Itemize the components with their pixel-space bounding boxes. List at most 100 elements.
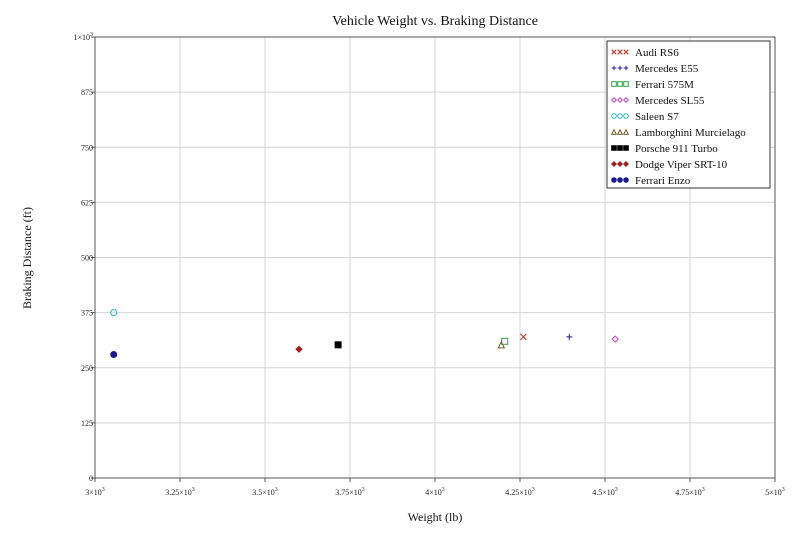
tick-exponent: 3 — [90, 32, 93, 38]
legend-label: Dodge Viper SRT-10 — [635, 159, 728, 171]
x-tick-label: 4×103 — [425, 487, 445, 497]
marker-shape — [611, 145, 617, 151]
data-point — [110, 309, 118, 317]
marker-shape — [616, 128, 624, 135]
marker-shape — [623, 113, 629, 119]
x-tick-label: 4.5×103 — [592, 487, 618, 497]
legend-marker — [623, 113, 629, 119]
legend-marker — [610, 128, 618, 135]
legend-marker — [623, 49, 629, 55]
data-point — [110, 351, 118, 359]
x-tick-label: 3.25×103 — [165, 487, 195, 497]
data-point — [334, 341, 342, 349]
marker-shape — [623, 145, 629, 151]
tick-mantissa: 1×10 — [73, 33, 90, 42]
marker-shape — [617, 177, 623, 183]
legend-marker — [622, 160, 630, 168]
legend-marker — [617, 177, 623, 183]
legend-label: Ferrari Enzo — [635, 175, 691, 187]
marker-stroke — [617, 49, 623, 55]
y-tick-label: 500 — [81, 254, 93, 263]
y-tick-label: 625 — [81, 198, 93, 207]
marker-shape — [616, 96, 624, 104]
tick-exponent: 3 — [532, 487, 535, 493]
legend-entry: Porsche 911 Turbo — [611, 143, 718, 155]
marker-shape — [610, 160, 618, 168]
marker-shape — [611, 81, 617, 87]
legend-marker — [611, 113, 617, 119]
marker-shape — [611, 113, 617, 119]
tick-mantissa: 4.25×10 — [505, 488, 532, 497]
marker-shape — [617, 145, 623, 151]
tick-exponent: 3 — [102, 487, 105, 493]
marker-stroke — [611, 49, 617, 55]
legend-marker — [623, 65, 629, 71]
data-point — [497, 340, 506, 349]
x-tick-label: 5×103 — [765, 487, 785, 497]
marker-shape — [623, 81, 629, 87]
x-tick-label: 3×103 — [85, 487, 105, 497]
marker-shape — [610, 128, 618, 135]
marker-shape — [622, 128, 630, 135]
legend-marker — [622, 128, 630, 135]
tick-exponent: 3 — [362, 487, 365, 493]
marker-shape — [501, 337, 509, 345]
legend-marker — [623, 81, 629, 87]
legend-label: Ferrari 575M — [635, 79, 694, 91]
legend-box — [606, 40, 771, 189]
legend-label: Mercedes E55 — [635, 63, 699, 75]
x-tick-label: 4.25×103 — [505, 487, 535, 497]
tick-exponent: 3 — [275, 487, 278, 493]
data-point — [520, 333, 527, 341]
marker-shape — [622, 96, 630, 104]
legend-label: Audi RS6 — [635, 47, 679, 59]
legend-marker — [610, 96, 618, 104]
y-tick-label: 125 — [81, 419, 93, 428]
marker-shape — [610, 96, 618, 104]
legend: Audi RS6 Mercedes E55 Ferrari 575M Mercedes… — [606, 40, 771, 189]
marker-shape — [334, 341, 342, 349]
marker-shape — [497, 340, 506, 349]
legend-entry: Ferrari Enzo — [611, 175, 691, 187]
legend-entry: Audi RS6 — [611, 47, 679, 59]
tick-mantissa: 4.75×10 — [675, 488, 702, 497]
legend-marker — [623, 145, 629, 151]
x-axis-ticks: 3×103 3.25×103 3.5×103 3.75×103 4×103 4.25×10… — [85, 478, 785, 497]
data-point — [501, 337, 509, 345]
legend-marker — [616, 96, 624, 104]
tick-exponent: 3 — [702, 487, 705, 493]
x-tick-label: 3.5×103 — [252, 487, 278, 497]
legend-marker — [617, 113, 623, 119]
tick-mantissa: 4.5×10 — [592, 488, 615, 497]
y-tick-label: 250 — [81, 364, 93, 373]
marker-shape — [616, 160, 624, 168]
legend-marker — [623, 177, 629, 183]
legend-marker — [610, 160, 618, 168]
tick-exponent: 3 — [442, 487, 445, 493]
marker-shape — [617, 81, 623, 87]
marker-shape — [110, 351, 118, 359]
marker-shape — [622, 160, 630, 168]
y-axis-label: Braking Distance (ft) — [20, 207, 34, 309]
chart-title: Vehicle Weight vs. Braking Distance — [332, 14, 538, 29]
legend-entry: Mercedes E55 — [611, 63, 699, 75]
legend-label: Lamborghini Murcielago — [635, 127, 746, 139]
legend-marker — [611, 145, 617, 151]
legend-entry: Dodge Viper SRT-10 — [610, 159, 728, 171]
marker-shape — [611, 335, 619, 343]
marker-shape — [617, 113, 623, 119]
y-tick-label: 875 — [81, 88, 93, 97]
x-tick-label: 3.75×103 — [335, 487, 365, 497]
tick-exponent: 3 — [782, 487, 785, 493]
marker-shape — [611, 177, 617, 183]
marker-stroke — [623, 49, 629, 55]
legend-marker — [617, 65, 623, 71]
tick-mantissa: 3.5×10 — [252, 488, 275, 497]
legend-marker — [616, 160, 624, 168]
legend-marker — [616, 128, 624, 135]
tick-exponent: 3 — [615, 487, 618, 493]
x-axis-label: Weight (lb) — [408, 510, 463, 524]
legend-entry: Saleen S7 — [611, 111, 679, 123]
tick-mantissa: 4×10 — [425, 488, 442, 497]
legend-label: Porsche 911 Turbo — [635, 143, 718, 155]
